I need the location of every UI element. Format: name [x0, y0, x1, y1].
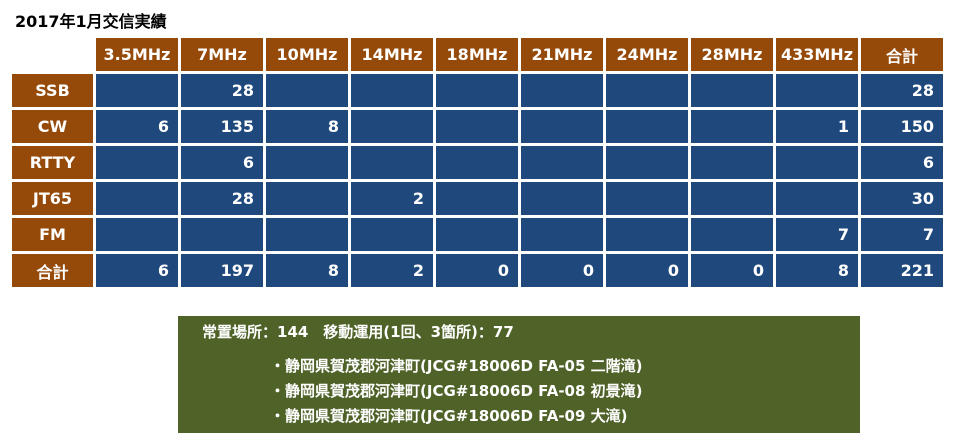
table-cell: 221 [861, 254, 943, 287]
table-cell [521, 182, 603, 215]
table-cell: 6 [181, 146, 263, 179]
table-cell: 2 [351, 254, 433, 287]
location-item: ・静岡県賀茂郡河津町(JCG#18006D FA-08 初景滝) [270, 382, 643, 400]
table-cell [521, 146, 603, 179]
table-cell [521, 218, 603, 251]
column-header: 3.5MHz [96, 38, 178, 71]
table-cell [606, 74, 688, 107]
table-cell: 2 [351, 182, 433, 215]
column-header: 24MHz [606, 38, 688, 71]
table-cell: 150 [861, 110, 943, 143]
table-cell: 28 [861, 74, 943, 107]
table-cell [96, 146, 178, 179]
table-cell: 7 [776, 218, 858, 251]
table-cell: 135 [181, 110, 263, 143]
table-cell [691, 218, 773, 251]
table-cell [691, 74, 773, 107]
table-cell [691, 110, 773, 143]
table-cell: 1 [776, 110, 858, 143]
table-cell [436, 110, 518, 143]
column-header: 合計 [861, 38, 943, 71]
table-cell: 0 [436, 254, 518, 287]
row-label: JT65 [12, 182, 93, 215]
table-cell: 30 [861, 182, 943, 215]
table-cell: 7 [861, 218, 943, 251]
table-cell [351, 218, 433, 251]
table-cell [606, 146, 688, 179]
table-cell [436, 146, 518, 179]
table-cell [96, 182, 178, 215]
table-cell [436, 74, 518, 107]
location-item: ・静岡県賀茂郡河津町(JCG#18006D FA-05 二階滝) [270, 357, 643, 375]
table-cell [776, 182, 858, 215]
table-cell: 0 [606, 254, 688, 287]
column-header: 7MHz [181, 38, 263, 71]
table-cell [351, 110, 433, 143]
location-item: ・静岡県賀茂郡河津町(JCG#18006D FA-09 大滝) [270, 407, 628, 425]
table-cell: 6 [96, 110, 178, 143]
table-cell [436, 218, 518, 251]
row-label: 合計 [12, 254, 93, 287]
location-list: ・静岡県賀茂郡河津町(JCG#18006D FA-05 二階滝) ・静岡県賀茂郡… [270, 354, 643, 429]
table-cell [96, 218, 178, 251]
table-cell [521, 110, 603, 143]
summary-line: 常置場所：144 移動運用(1回、3箇所)：77 [202, 323, 514, 341]
table-cell: 0 [691, 254, 773, 287]
column-header: 28MHz [691, 38, 773, 71]
column-header: 14MHz [351, 38, 433, 71]
table-cell: 28 [181, 74, 263, 107]
row-label: SSB [12, 74, 93, 107]
summary-box: 常置場所：144 移動運用(1回、3箇所)：77 ・静岡県賀茂郡河津町(JCG#… [178, 316, 860, 433]
table-cell: 197 [181, 254, 263, 287]
table-cell [351, 146, 433, 179]
column-header: 18MHz [436, 38, 518, 71]
table-cell [351, 74, 433, 107]
table-cell: 8 [266, 254, 348, 287]
table-cell [606, 110, 688, 143]
column-header: 433MHz [776, 38, 858, 71]
page-title: 2017年1月交信実績 [15, 12, 167, 31]
corner-cell [12, 38, 93, 71]
table-cell [776, 146, 858, 179]
table-cell: 8 [776, 254, 858, 287]
table-cell: 8 [266, 110, 348, 143]
table-cell [606, 218, 688, 251]
table-cell [691, 182, 773, 215]
table-cell: 0 [521, 254, 603, 287]
table-cell [181, 218, 263, 251]
row-label: CW [12, 110, 93, 143]
table-cell [436, 182, 518, 215]
table-cell: 28 [181, 182, 263, 215]
table-cell [266, 182, 348, 215]
table-cell [521, 74, 603, 107]
table-cell [266, 74, 348, 107]
table-cell [606, 182, 688, 215]
row-label: FM [12, 218, 93, 251]
table-cell: 6 [861, 146, 943, 179]
column-header: 10MHz [266, 38, 348, 71]
table-cell [691, 146, 773, 179]
table-cell: 6 [96, 254, 178, 287]
table-cell [266, 218, 348, 251]
table-cell [776, 74, 858, 107]
row-label: RTTY [12, 146, 93, 179]
column-header: 21MHz [521, 38, 603, 71]
table-cell [266, 146, 348, 179]
table-cell [96, 74, 178, 107]
qso-table: 3.5MHz 7MHz 10MHz 14MHz 18MHz 21MHz 24MHz 28MHz… [12, 38, 943, 287]
